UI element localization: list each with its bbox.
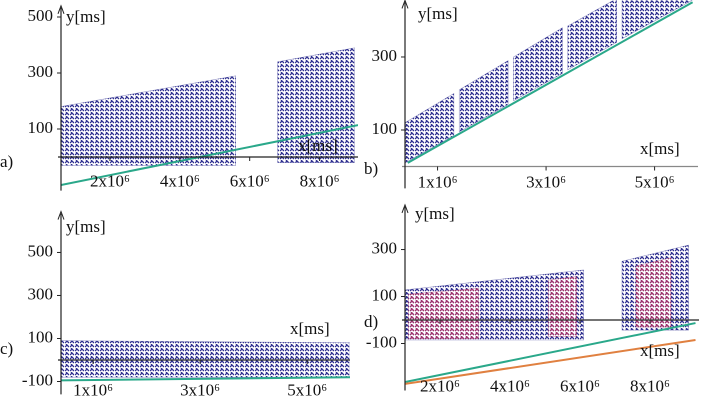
- bound-line: [407, 1, 694, 164]
- point-cloud: [405, 92, 455, 164]
- point-cloud: [277, 47, 355, 163]
- x-tick-label: 5x10⁶: [635, 172, 675, 191]
- y-axis-label: y[ms]: [66, 7, 106, 26]
- panel-label: b): [364, 159, 378, 178]
- plot-area: [405, 244, 696, 385]
- y-tick-label: 300: [28, 62, 54, 81]
- point-cloud: [408, 287, 479, 340]
- y-tick-label: 100: [28, 327, 54, 346]
- point-cloud: [635, 257, 672, 328]
- x-tick-label: 1x10⁶: [73, 380, 113, 399]
- point-cloud: [61, 75, 237, 166]
- y-tick-label: 100: [372, 119, 398, 138]
- bound-line: [405, 322, 696, 384]
- panel-label: d): [364, 312, 378, 331]
- panel-label: a): [0, 152, 13, 171]
- y-tick-label: 300: [28, 284, 54, 303]
- x-tick-label: 8x10⁶: [630, 376, 670, 395]
- point-cloud: [61, 340, 350, 378]
- x-tick-label: 6x10⁶: [230, 172, 270, 191]
- x-tick-label: 8x10⁶: [300, 172, 340, 191]
- y-axis-label: y[ms]: [418, 4, 458, 23]
- y-axis-arrow: [57, 4, 65, 14]
- panel-label: c): [0, 339, 13, 358]
- bound-line: [61, 124, 358, 186]
- x-tick-label: 4x10⁶: [490, 376, 530, 395]
- y-tick-label: 500: [28, 6, 54, 25]
- point-cloud: [458, 60, 509, 133]
- x-tick-label: 1x10⁶: [418, 172, 458, 191]
- point-cloud: [513, 27, 563, 102]
- plot-area: [405, 0, 694, 164]
- x-tick-label: 2x10⁶: [420, 376, 460, 395]
- x-tick-label: 5x10⁶: [287, 380, 327, 399]
- panel: 300 100 -100 2x10⁶ 4x10⁶ 6x10⁶ 8x10⁶ y[ms] x[ms]…: [364, 203, 699, 395]
- x-axis-label: x[ms]: [640, 139, 680, 158]
- y-tick-label: 100: [372, 285, 398, 304]
- panel: 300 100 1x10⁶ 3x10⁶ 5x10⁶ y[ms] x[ms] b): [364, 0, 698, 191]
- y-tick-label: 300: [372, 46, 398, 65]
- y-axis-arrow: [401, 203, 409, 214]
- y-axis-label: y[ms]: [66, 217, 106, 236]
- point-cloud: [567, 0, 617, 71]
- y-tick-label: 100: [28, 118, 54, 137]
- plot-area: [61, 340, 350, 382]
- panel: 500 300 100 2x10⁶ 4x10⁶ 6x10⁶ 8x10⁶ y[ms] x[ms] a…: [0, 4, 358, 191]
- y-axis-arrow: [401, 0, 409, 9]
- x-tick-label: 6x10⁶: [560, 376, 600, 395]
- bound-line: [61, 376, 350, 382]
- y-tick-label: -100: [22, 370, 53, 389]
- x-axis-label: x[ms]: [640, 341, 680, 360]
- bound-line: [405, 339, 696, 385]
- x-tick-label: 3x10⁶: [526, 172, 566, 191]
- x-tick-label: 3x10⁶: [180, 380, 220, 399]
- y-axis-arrow: [57, 210, 65, 220]
- point-cloud: [548, 276, 577, 337]
- x-tick-label: 2x10⁶: [90, 172, 130, 191]
- point-cloud: [621, 0, 693, 40]
- x-axis-label: x[ms]: [290, 319, 330, 338]
- y-tick-label: 500: [28, 241, 54, 260]
- y-tick-label: -100: [366, 332, 397, 351]
- panel: 500 300 100 -100 1x10⁶ 3x10⁶ 5x10⁶ y[ms] x[ms] c): [0, 210, 350, 399]
- plot-area: [61, 47, 358, 186]
- x-axis-label: x[ms]: [298, 136, 338, 155]
- y-tick-label: 300: [372, 238, 398, 257]
- x-tick-label: 4x10⁶: [160, 172, 200, 191]
- y-axis-label: y[ms]: [415, 204, 455, 223]
